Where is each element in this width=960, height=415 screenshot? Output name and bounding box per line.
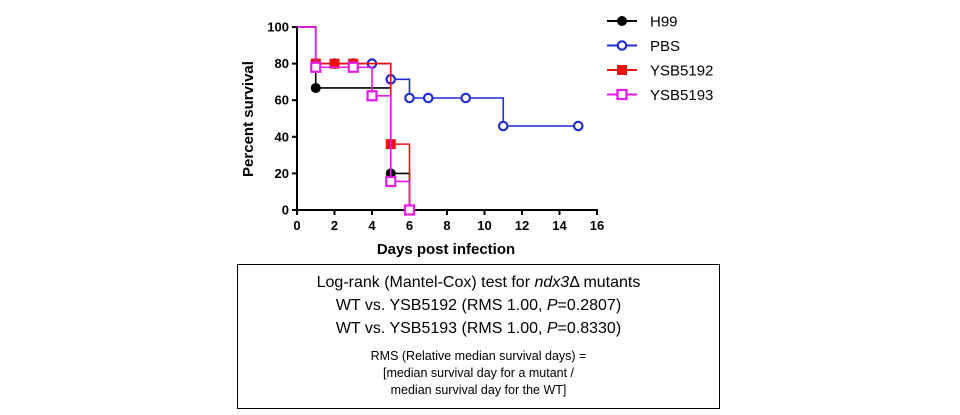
legend-item-pbs: PBS [607, 38, 680, 55]
legend-marker-pbs [616, 40, 628, 51]
legend-marker-h99 [617, 16, 627, 26]
data-point-pbs [460, 92, 472, 104]
survival-chart: 0 2 4 6 8 10 12 14 16 0 20 40 60 80 100 H99 PBS YSB5192 Y… [240, 14, 713, 259]
y-tick-label: 80 [275, 56, 289, 71]
series-line-pbs [297, 26, 579, 127]
legend-item-ysb5193: YSB5193 [607, 87, 713, 104]
x-tick-label: 16 [590, 218, 604, 233]
x-tick-label: 14 [552, 218, 567, 233]
y-tick-label: 20 [275, 166, 289, 181]
series-ysb5192 [297, 26, 415, 215]
stats-ysb5192-comparison: WT vs. YSB5192 (RMS 1.00, P=0.2807) [335, 297, 622, 314]
x-tick-label: 2 [331, 218, 338, 233]
x-tick-label: 6 [406, 218, 413, 233]
x-tick-label: 12 [515, 218, 529, 233]
x-axis-label: Days post infection [377, 241, 515, 258]
data-point-pbs [572, 120, 584, 132]
series-h99 [297, 26, 415, 215]
rms-definition-line2: [median survival day for a mutant / [382, 366, 575, 380]
data-point-ysb5193 [366, 90, 378, 102]
data-point-ysb5193 [385, 175, 397, 188]
chart-series-layer [297, 26, 584, 216]
series-pbs [297, 26, 584, 132]
x-tick-label: 10 [477, 218, 491, 233]
legend-marker-ysb5193 [616, 88, 628, 101]
data-point-pbs [422, 92, 434, 104]
rms-definition-line3: median survival day for the WT] [390, 383, 567, 397]
data-point-ysb5193 [347, 61, 359, 73]
data-point-h99 [310, 82, 321, 93]
x-tick-label: 8 [443, 218, 450, 233]
rms-definition-line1: RMS (Relative median survival days) = [370, 349, 587, 363]
x-tick-label: 0 [293, 218, 300, 233]
data-point-ysb5192 [329, 58, 340, 69]
y-tick-label: 40 [275, 129, 289, 144]
legend-label-h99: H99 [650, 14, 678, 31]
data-point-pbs [497, 120, 509, 132]
data-point-ysb5193 [403, 204, 416, 216]
statistics-box: Log-rank (Mantel-Cox) test for ndx3Δ mut… [237, 264, 720, 409]
data-point-ysb5193 [310, 61, 322, 73]
data-point-pbs [404, 92, 415, 104]
series-ysb5193 [297, 26, 416, 216]
chart-axes: 0 2 4 6 8 10 12 14 16 0 20 40 60 80 100 [267, 20, 604, 234]
y-axis-label: Percent survival [240, 61, 257, 177]
legend-label-ysb5193: YSB5193 [650, 87, 713, 104]
legend-item-h99: H99 [607, 14, 678, 31]
legend-item-ysb5192: YSB5192 [607, 63, 713, 80]
y-tick-label: 100 [267, 20, 289, 35]
legend-marker-ysb5192 [617, 65, 627, 75]
legend-label-pbs: PBS [650, 38, 680, 55]
stats-test-title: Log-rank (Mantel-Cox) test for ndx3Δ mut… [316, 274, 641, 291]
stats-ysb5193-comparison: WT vs. YSB5193 (RMS 1.00, P=0.8330) [335, 320, 622, 337]
chart-legend: H99 PBS YSB5192 YSB5193 [607, 14, 713, 104]
y-tick-label: 60 [275, 93, 289, 108]
legend-label-ysb5192: YSB5192 [650, 63, 713, 80]
x-tick-label: 4 [368, 218, 376, 233]
y-tick-label: 0 [282, 203, 289, 218]
